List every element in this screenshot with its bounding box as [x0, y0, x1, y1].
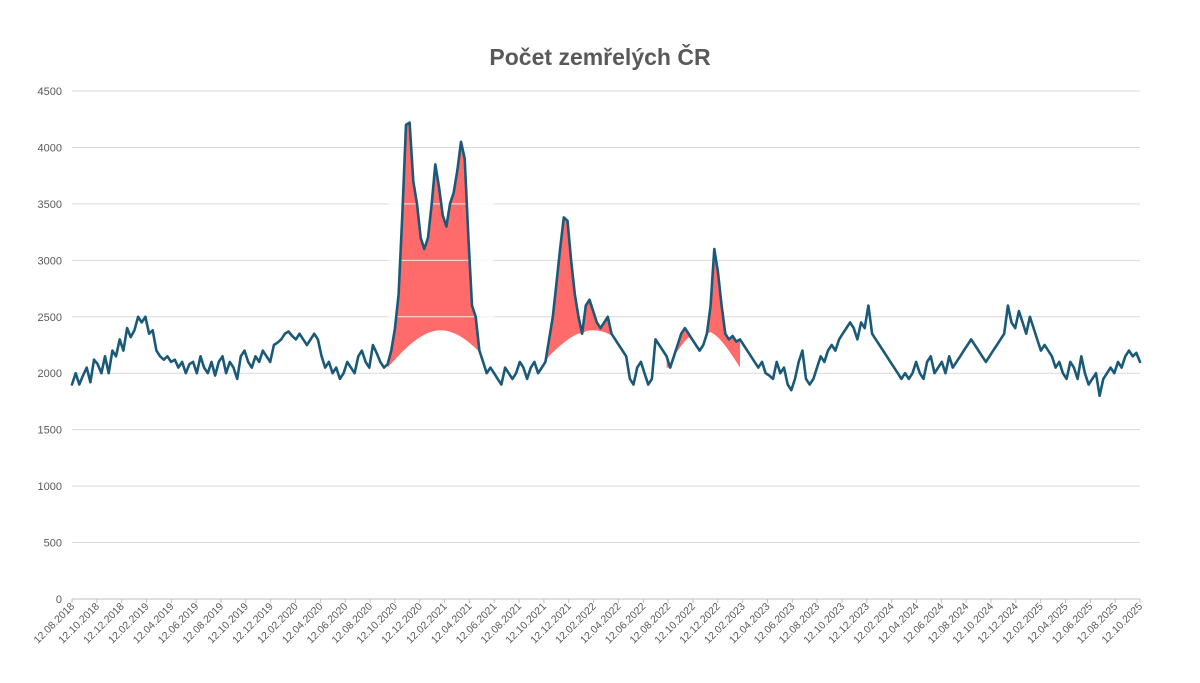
y-axis: 0 500 1000 1500 2000 2500 3000 3500 4000 4500 — [38, 86, 62, 606]
y-tick-label: 2000 — [38, 368, 62, 380]
excess-area-region — [538, 217, 649, 385]
x-axis: 12.08.201812.10.201812.12.201812.02.2019… — [31, 599, 1145, 646]
series-line-deaths — [70, 121, 1142, 398]
y-tick-label: 4500 — [38, 86, 62, 98]
grid-lines — [72, 90, 1140, 600]
chart-title: Počet zemřelých ČR — [489, 44, 711, 70]
excess-area — [387, 122, 740, 385]
excess-area-region — [387, 122, 495, 374]
y-tick-label: 1500 — [38, 425, 62, 437]
y-tick-label: 3500 — [38, 199, 62, 211]
y-tick-label: 2500 — [38, 312, 62, 324]
excess-area-region — [666, 249, 740, 368]
y-tick-label: 500 — [44, 538, 62, 550]
y-tick-label: 3000 — [38, 255, 62, 267]
series-layer — [70, 121, 1142, 398]
y-tick-label: 4000 — [38, 142, 62, 154]
y-tick-label: 0 — [56, 594, 62, 606]
y-tick-label: 1000 — [38, 481, 62, 493]
